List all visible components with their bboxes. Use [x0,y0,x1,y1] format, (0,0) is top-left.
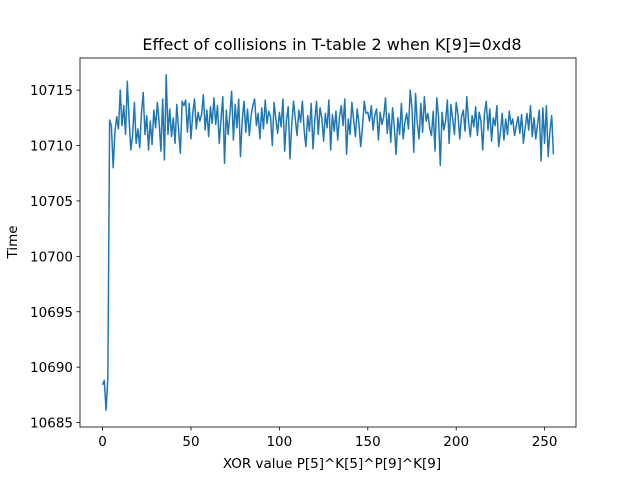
x-tick-label: 0 [98,434,107,450]
x-tick-label: 100 [266,434,292,450]
y-tick-label: 10700 [30,249,73,265]
y-tick-label: 10690 [30,360,73,376]
x-tick-label: 150 [355,434,381,450]
y-tick-label: 10685 [30,416,73,432]
y-tick-label: 10695 [30,305,73,321]
x-axis-label: XOR value P[5]^K[5]^P[9]^K[9] [223,456,441,472]
y-tick-label: 10715 [30,83,73,99]
data-line [101,73,555,412]
y-tick-label: 10705 [30,194,73,210]
y-tick-label: 10710 [30,139,73,155]
x-tick-label: 50 [182,434,199,450]
plot-frame [79,57,577,428]
x-tick-label: 250 [532,434,558,450]
x-tick-label: 200 [443,434,469,450]
y-axis-label: Time [5,225,21,259]
chart-title: Effect of collisions in T-table 2 when K… [142,35,521,54]
